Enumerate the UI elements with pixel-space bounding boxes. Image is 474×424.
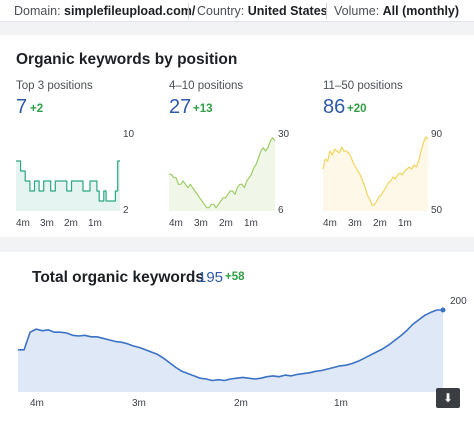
y-max-label: 30 [278,129,290,140]
total-card: Total organic keywords 195 +58 200 4m 3m… [0,252,474,424]
pos-4-10-sparkline[interactable] [169,131,276,211]
filter-divider [326,3,327,19]
x-tick: 3m [348,218,362,229]
y-max-label: 200 [450,296,467,307]
section-title: Organic keywords by position [16,51,238,68]
column-delta: +2 [30,103,44,115]
total-delta: +58 [225,271,245,283]
column-label: Top 3 positions [16,80,93,92]
y-min-label: 50 [431,205,443,216]
column-label: 11–50 positions [323,80,403,92]
x-tick: 3m [194,218,208,229]
section-title: Total organic keywords [32,269,204,286]
x-tick: 1m [244,218,258,229]
y-max-label: 10 [123,129,135,140]
x-tick: 4m [323,218,337,229]
total-value: 195 [198,269,224,286]
column-value: 27 [169,96,192,118]
x-tick: 2m [373,218,387,229]
x-tick: 3m [40,218,54,229]
country-value[interactable]: United States [247,4,328,18]
country-label: Country: [197,4,245,18]
volume-value[interactable]: All (monthly) [382,4,460,18]
series-area [323,137,428,211]
x-tick: 2m [219,218,233,229]
domain-value[interactable]: simplefileupload.com/ [64,4,196,18]
x-tick: 4m [30,398,44,409]
x-tick: 3m [132,398,146,409]
top3-sparkline[interactable] [16,131,120,211]
total-keywords-chart[interactable] [18,300,446,392]
y-min-label: 2 [123,205,129,216]
y-min-label: 6 [278,205,284,216]
column-value: 7 [16,96,28,118]
column-label: 4–10 positions [169,80,244,92]
pos-11-50-sparkline[interactable] [322,131,429,211]
x-tick: 1m [398,218,412,229]
country-filter[interactable]: Country: United States [197,4,328,18]
series-line [16,160,120,202]
position-card: Organic keywords by position Top 3 posit… [0,35,474,237]
column-delta: +20 [347,103,367,115]
x-tick: 1m [88,218,102,229]
volume-filter[interactable]: Volume: All (monthly) [334,4,459,18]
filter-bar: Domain: simplefileupload.com/ Country: U… [0,0,474,22]
column-value: 86 [323,96,346,118]
domain-filter[interactable]: Domain: simplefileupload.com/ [14,4,195,18]
domain-label: Domain: [14,4,61,18]
column-delta: +13 [193,103,213,115]
series-line [322,136,429,206]
filter-divider [188,3,189,19]
series-line [18,309,443,382]
download-icon[interactable]: ⬇ [436,388,460,408]
series-line [169,137,276,209]
x-tick: 2m [234,398,248,409]
volume-label: Volume: [334,4,380,18]
series-area [18,310,443,392]
x-tick: 4m [16,218,30,229]
y-max-label: 90 [431,129,443,140]
series-area [16,161,120,211]
x-tick: 2m [64,218,78,229]
series-end-point [440,307,446,313]
x-tick: 1m [334,398,348,409]
x-tick: 4m [169,218,183,229]
